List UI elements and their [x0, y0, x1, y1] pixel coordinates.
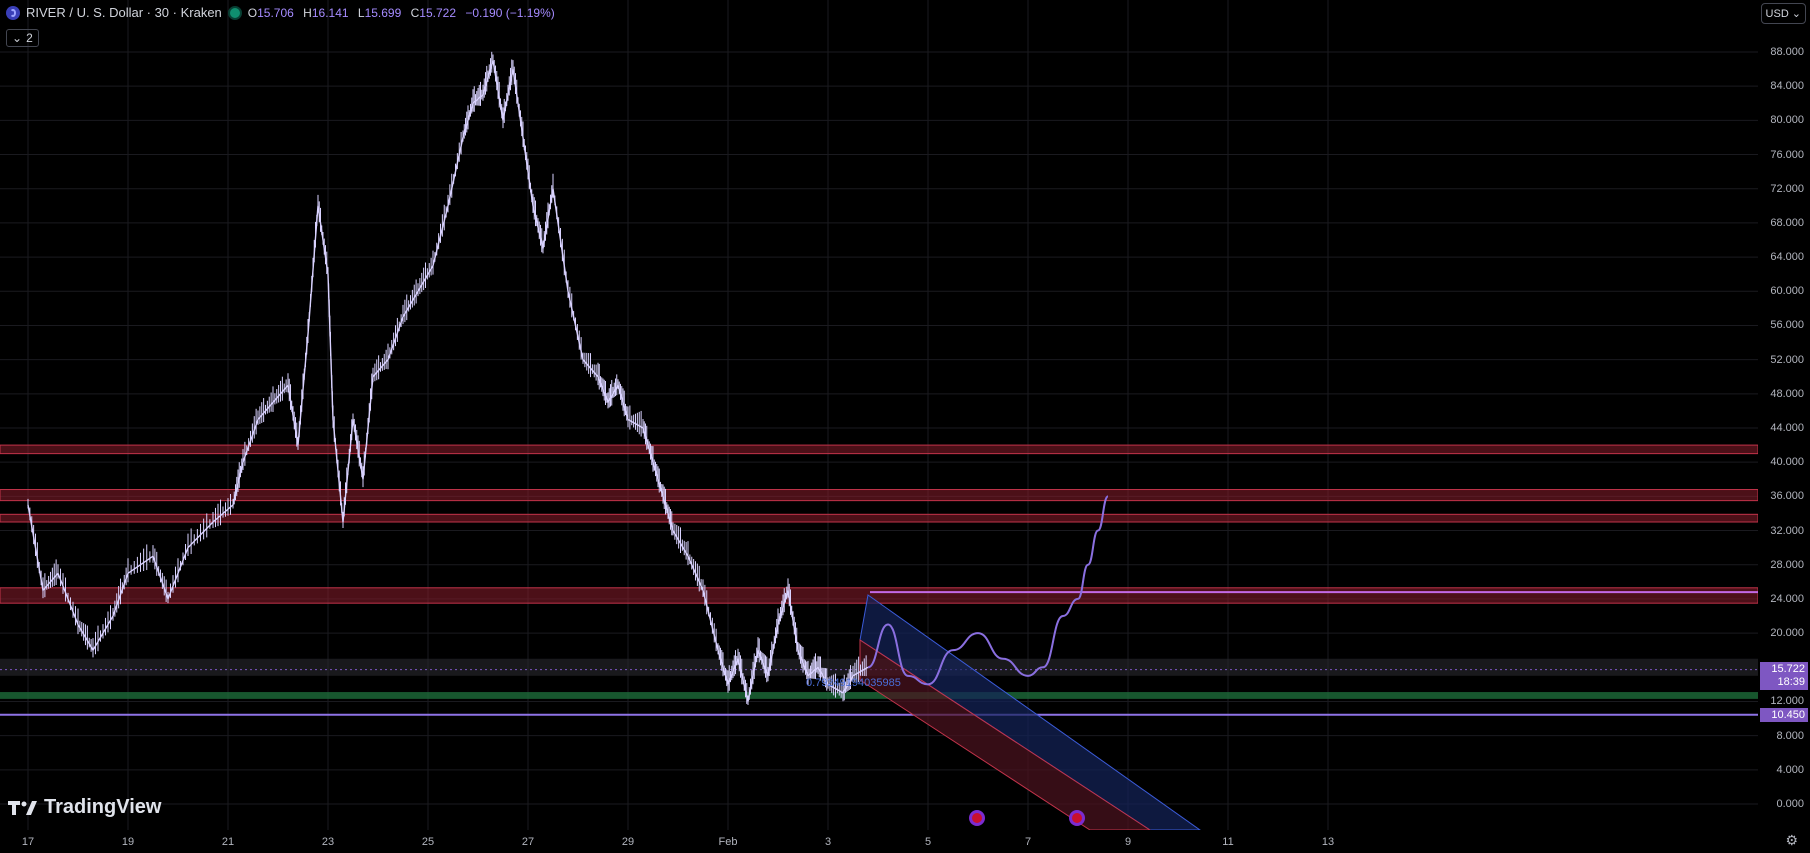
river-coin-icon [6, 5, 20, 20]
symbol-title[interactable]: RIVER / U. S. Dollar · 30 · Kraken [26, 5, 222, 20]
market-status-icon [227, 5, 242, 20]
time-tick-label: 7 [1024, 836, 1032, 848]
candles-layer [27, 51, 869, 706]
channel-upper [859, 594, 1201, 830]
price-tick-label: 80.000 [1770, 114, 1804, 127]
time-tick-label: 23 [321, 836, 335, 848]
settings-gear-icon[interactable]: ⚙ [1785, 832, 1798, 848]
time-axis[interactable]: 17 19 21 23 25 27 29 Feb 3 5 7 9 11 13 [0, 830, 1758, 853]
price-tick-label: 8.000 [1776, 729, 1804, 742]
price-tick-label: 40.000 [1770, 456, 1804, 469]
time-tick-label: Feb [718, 836, 738, 848]
time-tick-label: 9 [1124, 836, 1132, 848]
price-change: −0.190 (−1.19%) [465, 5, 555, 20]
tradingview-logo[interactable]: TradingView [8, 796, 161, 819]
price-tick-label: 24.000 [1770, 592, 1804, 605]
ohlc-values: O15.706 H16.141 L15.699 C15.722 −0.190 (… [247, 5, 555, 20]
price-tick-label: 56.000 [1770, 319, 1804, 332]
price-tick-label: 84.000 [1770, 80, 1804, 93]
price-series-line [27, 60, 869, 702]
price-chart[interactable]: 0.79249194035985 [0, 0, 1758, 830]
currency-button[interactable]: USD ⌄ [1760, 3, 1806, 24]
resistance-zone [0, 513, 1758, 523]
price-tick-label: 4.000 [1776, 763, 1804, 776]
projection-path [867, 495, 1109, 686]
channel-annotation: 0.79249194035985 [806, 677, 901, 689]
logo-text: TradingView [44, 796, 162, 818]
level-price-tag: 10.450 [1760, 708, 1808, 722]
symbol-legend[interactable]: RIVER / U. S. Dollar · 30 · Kraken O15.7… [6, 5, 555, 20]
price-tick-label: 88.000 [1770, 46, 1804, 58]
indicators-toggle-button[interactable]: ⌄ 2 [6, 29, 39, 47]
chevron-down-icon: ⌄ [1791, 8, 1801, 20]
price-tick-label: 0.000 [1776, 798, 1804, 810]
price-tick-label: 28.000 [1770, 558, 1804, 571]
zones-layer [0, 444, 1758, 716]
price-tick-label: 36.000 [1770, 490, 1804, 503]
time-tick-label: 25 [421, 836, 435, 848]
time-tick-label: 17 [21, 836, 35, 848]
time-tick-label: 19 [121, 836, 135, 848]
time-tick-label: 21 [221, 836, 235, 848]
price-tick-label: 60.000 [1770, 285, 1804, 298]
time-tick-label: 27 [521, 836, 535, 848]
event-markers [969, 810, 1085, 826]
price-tick-label: 64.000 [1770, 251, 1804, 264]
time-tick-label: 5 [924, 836, 932, 848]
support-zone [0, 692, 1758, 699]
price-tick-label: 48.000 [1770, 387, 1804, 400]
time-tick-label: 29 [621, 836, 635, 848]
price-tick-label: 52.000 [1770, 353, 1804, 366]
tradingview-logo-icon [8, 800, 37, 815]
price-tick-label: 76.000 [1770, 148, 1804, 161]
time-tick-label: 3 [824, 836, 832, 848]
price-axis[interactable]: 0.000 4.000 8.000 12.000 20.000 24.000 28.000 3… [1758, 0, 1810, 853]
resistance-zone [0, 489, 1758, 502]
price-tick-label: 12.000 [1770, 695, 1804, 708]
price-tick-label: 32.000 [1770, 524, 1804, 537]
resistance-zone [0, 444, 1758, 455]
price-tick-label: 72.000 [1770, 182, 1804, 195]
price-tick-label: 20.000 [1770, 627, 1804, 640]
chevron-down-icon: ⌄ [12, 31, 23, 45]
time-tick-label: 13 [1321, 836, 1335, 848]
regression-channel [859, 594, 1201, 830]
time-tick-label: 11 [1222, 836, 1234, 848]
last-price-tag: 15.722 18:39 [1760, 662, 1808, 690]
resistance-zone [0, 587, 1758, 604]
price-tick-label: 68.000 [1770, 216, 1804, 229]
price-tick-label: 44.000 [1770, 422, 1804, 434]
